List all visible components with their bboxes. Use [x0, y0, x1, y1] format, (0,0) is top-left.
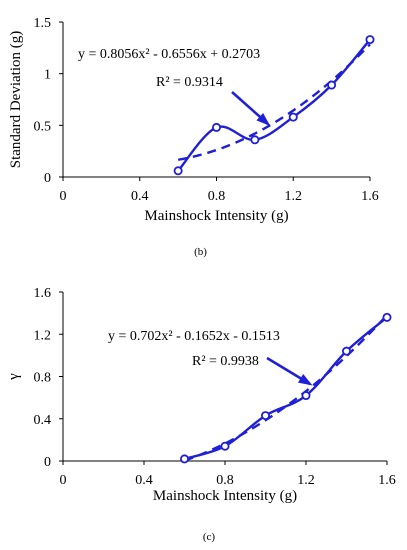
data-point [365, 35, 375, 45]
r-squared-label: R² = 0.9314 [156, 75, 223, 90]
y-tick-label: 1 [44, 68, 51, 83]
data-point [260, 411, 270, 421]
data-point [220, 441, 230, 451]
data-point [173, 166, 183, 176]
annotation-arrowhead [256, 112, 271, 126]
y-tick-label: 0.4 [34, 413, 52, 428]
data-point [327, 80, 337, 90]
x-tick-label: 1.2 [297, 473, 315, 488]
y-tick-label: 1.2 [34, 328, 52, 343]
data-point [382, 312, 392, 322]
x-tick-label: 0.4 [135, 473, 153, 488]
data-point [211, 122, 221, 132]
data-point [301, 391, 311, 401]
y-tick-label: 0 [44, 455, 51, 470]
x-tick-label: 1.6 [378, 473, 396, 488]
x-tick-label: 0.4 [131, 189, 149, 204]
x-tick-label: 0 [60, 189, 67, 204]
y-tick-label: 0 [44, 171, 51, 186]
y-tick-label: 0.8 [34, 371, 52, 386]
panel-label: (c) [203, 531, 216, 543]
y-tick-label: 0.5 [34, 119, 52, 134]
x-tick-label: 0 [60, 473, 67, 488]
x-tick-label: 0.8 [208, 189, 226, 204]
y-tick-label: 1.5 [34, 16, 52, 31]
chart-b: 0 0.4 0.8 1.2 1.6 0 0.5 1 1.5 Mainshock Intensity… [8, 16, 379, 258]
y-axis-title: Standard Deviation (g) [8, 31, 24, 168]
trendline-equation: y = 0.8056x² - 0.6556x + 0.2703 [78, 47, 260, 62]
trendline [177, 43, 371, 161]
data-point [341, 346, 351, 356]
x-axis-title: Mainshock Intensity (g) [144, 208, 288, 224]
panel-label: (b) [194, 246, 207, 258]
x-tick-label: 1.2 [285, 189, 303, 204]
data-point [288, 112, 298, 122]
x-axis-title: Mainshock Intensity (g) [153, 488, 297, 504]
x-tick-label: 1.6 [361, 189, 379, 204]
x-tick-label: 0.8 [216, 473, 234, 488]
trendline [184, 314, 388, 462]
trendline-equation: y = 0.702x² - 0.1652x - 0.1513 [108, 329, 280, 344]
data-point [250, 135, 260, 145]
chart-c: 0 0.4 0.8 1.2 1.6 0 0.4 0.8 1.2 1.6 Mainshock Inte… [6, 286, 396, 543]
r-squared-label: R² = 0.9938 [192, 354, 259, 369]
y-tick-label: 1.6 [34, 286, 52, 301]
y-axis-title: γ [6, 373, 22, 381]
annotation-arrowhead [297, 374, 313, 386]
data-point [179, 454, 189, 464]
